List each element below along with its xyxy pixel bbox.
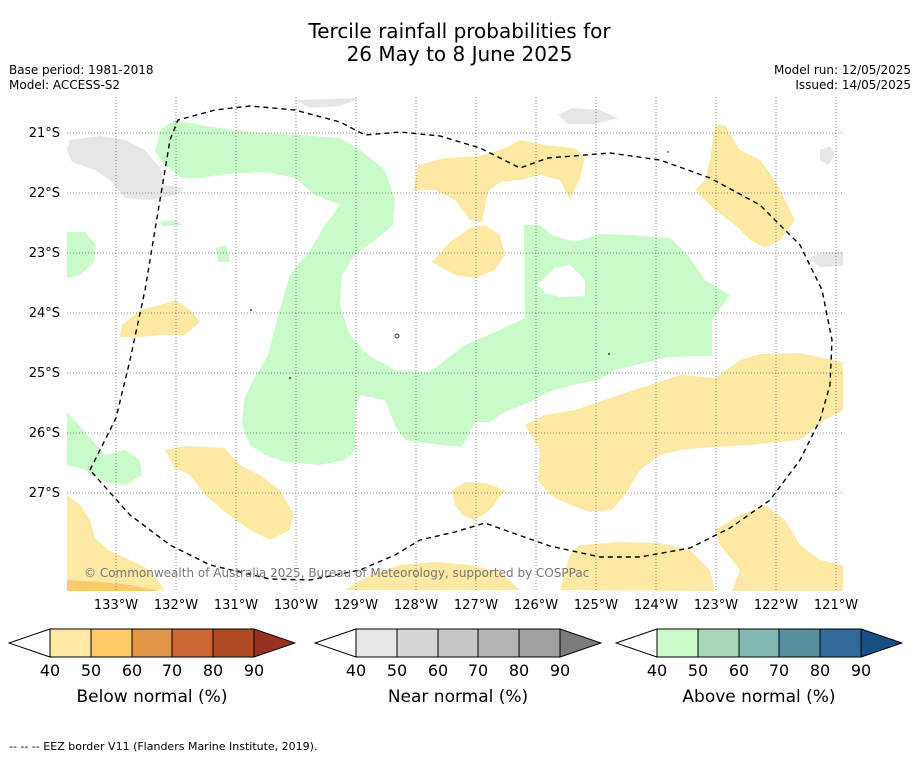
colorbar-below-normal-svg	[7, 628, 297, 658]
map-panel	[67, 97, 843, 591]
colorbar-swatch	[614, 628, 658, 658]
below-normal-regions	[67, 125, 843, 591]
colorbar-tick: 40	[39, 661, 61, 680]
colorbar-swatch	[49, 628, 92, 658]
colorbar-swatch	[313, 628, 357, 658]
colorbar-swatch	[437, 628, 479, 658]
colorbar-swatch	[253, 628, 297, 658]
colorbar-tick: 80	[508, 661, 530, 680]
colorbar-swatch	[738, 628, 780, 658]
colorbar-near-normal	[313, 626, 603, 660]
colorbar-tick: 70	[768, 661, 790, 680]
lon-label: 133°W	[93, 598, 139, 613]
colorbar-tick: 40	[646, 661, 668, 680]
colorbar-swatch	[819, 628, 862, 658]
colorbar-caption-near: Near normal (%)	[387, 687, 529, 707]
lon-label: 126°W	[513, 598, 559, 613]
lon-label: 130°W	[273, 598, 319, 613]
below-normal-60-region	[67, 580, 160, 591]
colorbar-tick: 60	[121, 661, 143, 680]
above-normal-regions	[67, 120, 730, 485]
base-period-text: Base period: 1981-2018	[9, 63, 154, 77]
lat-label: 22°S	[28, 186, 60, 201]
colorbar-tick: 60	[728, 661, 750, 680]
colorbar-swatch	[396, 628, 439, 658]
colorbar-swatch	[7, 628, 51, 658]
model-text: Model: ACCESS-S2	[9, 78, 121, 92]
eez-border	[89, 105, 833, 581]
lon-label: 129°W	[333, 598, 379, 613]
colorbar-swatch	[518, 628, 561, 658]
colorbar-swatch	[90, 628, 133, 658]
colorbar-above-normal-svg	[614, 628, 904, 658]
colorbar-tick: 60	[427, 661, 449, 680]
colorbar-below-normal	[7, 626, 297, 660]
copyright-text: © Commonwealth of Australia 2025, Bureau…	[84, 566, 590, 580]
colorbar-tick: 80	[809, 661, 831, 680]
lon-label: 121°W	[813, 598, 859, 613]
colorbar-tick: 70	[161, 661, 183, 680]
colorbar-tick: 50	[687, 661, 709, 680]
colorbar-caption-above: Above normal (%)	[682, 687, 836, 707]
lon-label: 128°W	[393, 598, 439, 613]
lon-label: 124°W	[633, 598, 679, 613]
lon-label: 131°W	[213, 598, 259, 613]
lat-label: 24°S	[28, 306, 60, 321]
colorbar-near-normal-svg	[313, 628, 603, 658]
colorbar-above-normal	[614, 626, 904, 660]
colorbar-swatch	[131, 628, 173, 658]
lat-label: 25°S	[28, 366, 60, 381]
graticule	[67, 97, 843, 591]
colorbar-tick: 50	[80, 661, 102, 680]
lon-label: 122°W	[753, 598, 799, 613]
colorbar-tick: 90	[243, 661, 265, 680]
colorbar-tick: 90	[850, 661, 872, 680]
map-title-line1: Tercile rainfall probabilities for	[308, 19, 611, 43]
colorbar-swatch	[355, 628, 398, 658]
colorbar-tick: 90	[549, 661, 571, 680]
colorbar-swatch	[778, 628, 821, 658]
colorbar-caption-below: Below normal (%)	[76, 687, 228, 707]
lat-label: 27°S	[28, 486, 60, 501]
lat-label: 23°S	[28, 246, 60, 261]
colorbar-tick: 40	[345, 661, 367, 680]
model-run-text: Model run: 12/05/2025	[773, 63, 911, 77]
lon-label: 123°W	[693, 598, 739, 613]
issued-text: Issued: 14/05/2025	[795, 78, 911, 92]
colorbar-swatch	[697, 628, 740, 658]
lon-label: 125°W	[573, 598, 619, 613]
map-title-line2: 26 May to 8 June 2025	[346, 42, 573, 66]
lat-label: 21°S	[28, 126, 60, 141]
colorbar-swatch	[477, 628, 520, 658]
map-canvas	[67, 97, 843, 591]
colorbar-tick: 70	[467, 661, 489, 680]
lon-label: 127°W	[453, 598, 499, 613]
colorbar-tick: 50	[386, 661, 408, 680]
lon-label: 132°W	[153, 598, 199, 613]
island-markers	[250, 151, 669, 379]
colorbar-swatch	[656, 628, 699, 658]
near-normal-regions	[67, 98, 843, 267]
colorbar-swatch	[559, 628, 603, 658]
colorbar-tick: 80	[202, 661, 224, 680]
colorbar-swatch	[860, 628, 904, 658]
colorbar-swatch	[212, 628, 255, 658]
eez-legend-note: -- -- -- EEZ border V11 (Flanders Marine…	[9, 740, 318, 753]
colorbar-swatch	[171, 628, 214, 658]
lat-label: 26°S	[28, 426, 60, 441]
